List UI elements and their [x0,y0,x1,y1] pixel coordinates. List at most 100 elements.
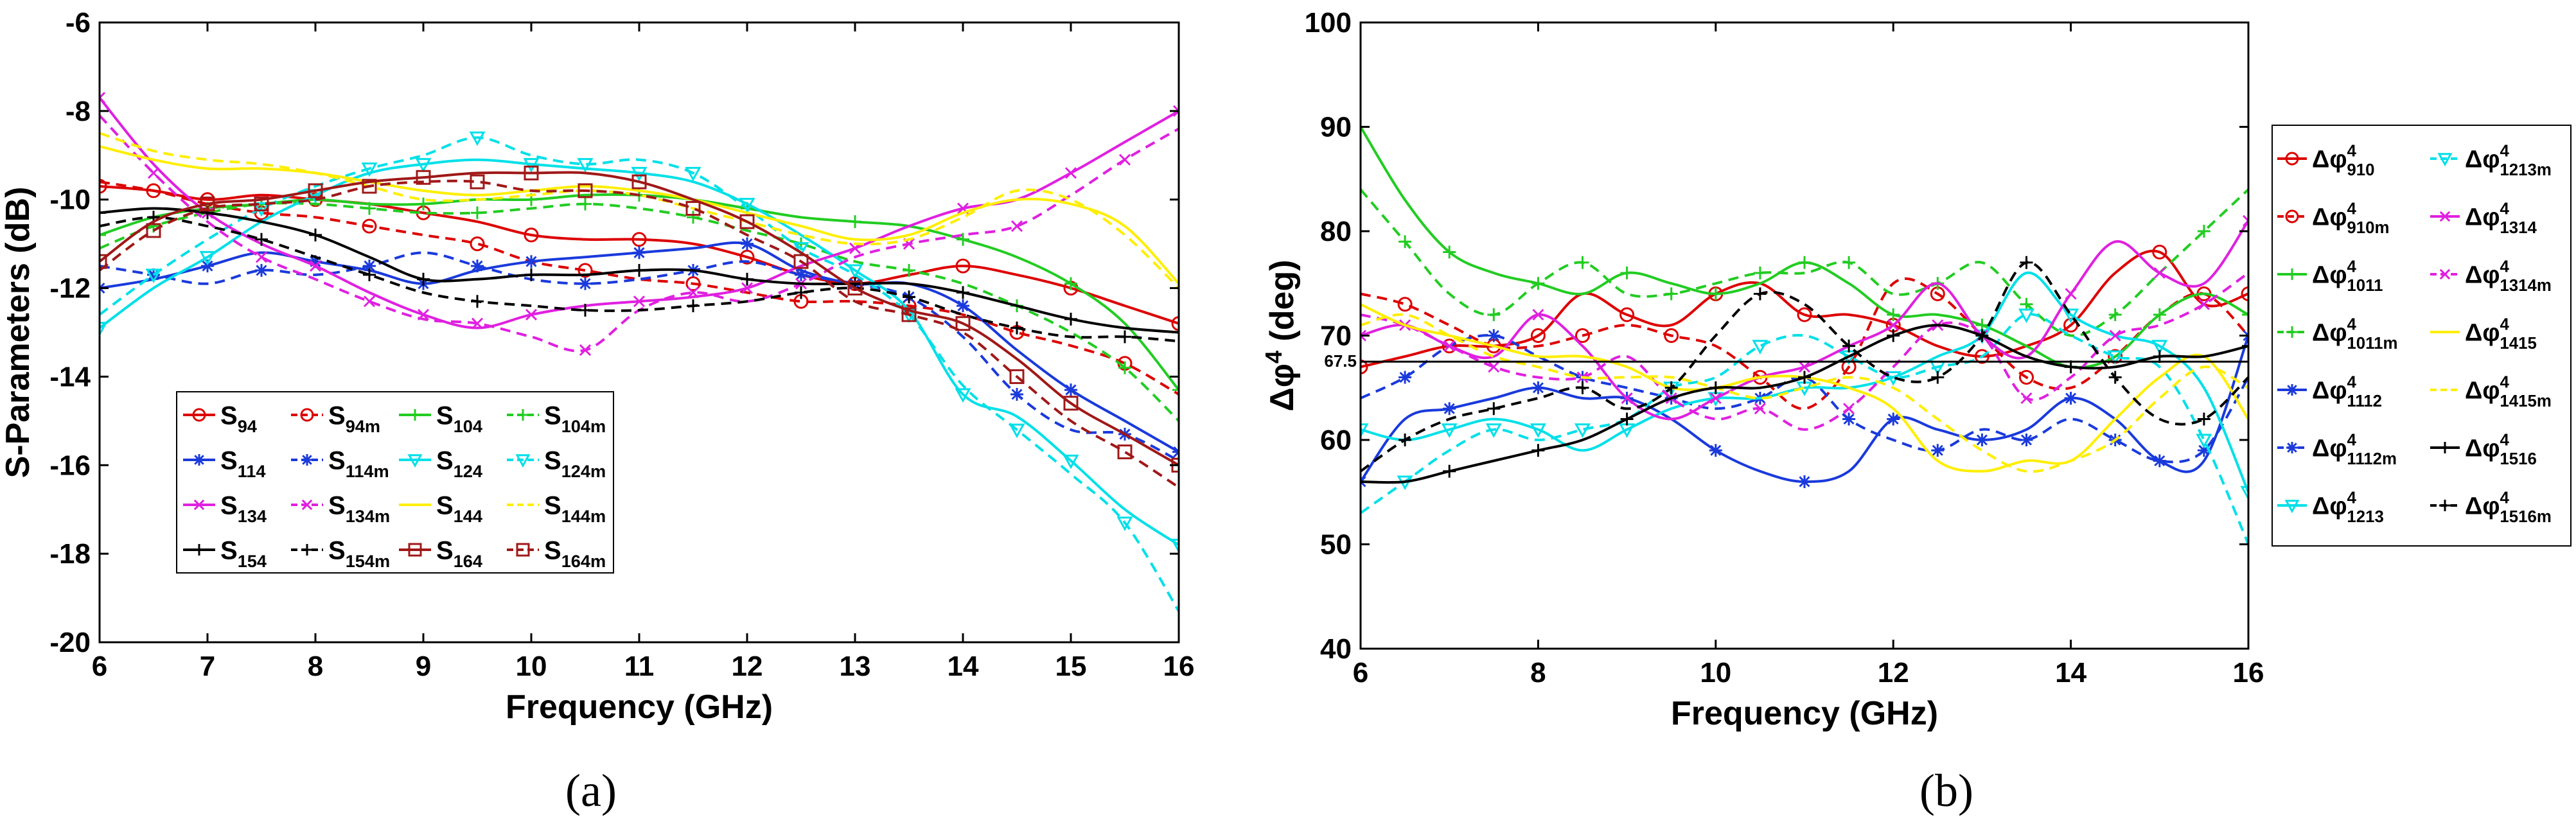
data-point-134 [633,295,646,308]
series-line-114m [100,251,1179,462]
legend-item-144: S144 [399,491,482,526]
legend-label: Δφ4 1314m [2465,258,2552,295]
data-point-134m [471,317,484,329]
data-point-1213 [1441,423,1458,438]
data-point-104m [687,211,700,224]
data-point-104m [1118,361,1131,374]
data-point-114 [1064,383,1077,397]
data-point-114m [363,259,376,273]
data-point-910 [1442,338,1457,354]
legend-label: Δφ4 1112m [2312,432,2397,468]
data-point-134m [255,251,268,263]
panel-b-caption: (b) [1919,765,1973,816]
data-point-1011 [2242,308,2248,321]
x-tick-label: 14 [2055,657,2086,688]
data-point-1011m [1664,287,1678,301]
legend-marker [2286,384,2298,396]
data-point-124m [793,242,809,257]
legend-label: Δφ4 1011 [2312,258,2383,295]
legend-item-1213m: Δφ4 1213m [2430,143,2552,179]
series-line-164 [100,171,1179,467]
x-tick-label: 10 [516,651,547,682]
data-point-1516 [1531,444,1545,457]
data-point-134m [687,286,700,299]
series-line-1314 [1361,220,2248,421]
x-tick-label: 15 [1055,651,1087,682]
series-line-104m [100,202,1179,422]
data-point-910m [1575,328,1590,343]
legend-marker [193,544,205,556]
data-point-124 [199,250,216,266]
legend-label: Δφ4 1213 [2312,489,2384,526]
data-point-154 [525,268,538,281]
legend-item-134: S134 [183,491,267,526]
data-point-910m [2019,370,2034,385]
data-point-1516m [2108,371,2122,384]
data-point-1112m [1487,329,1501,342]
y-tick-label: -14 [49,361,91,392]
legend-label: Δφ4 1516m [2465,489,2552,526]
y-tick-label: 70 [1320,320,1352,352]
data-point-1516 [1620,412,1634,426]
data-point-1011 [1709,287,1722,301]
data-point-910 [1619,307,1635,322]
data-point-154 [309,228,322,241]
data-point-94m [146,183,161,198]
legend-item-1516m: Δφ4 1516m [2430,489,2552,526]
data-point-154 [957,286,969,299]
legend-label: S94m [328,401,380,436]
data-point-1314m [2198,298,2210,310]
data-point-1213 [2151,340,2168,355]
data-point-154 [1172,326,1179,339]
series-line-124m [100,136,1179,612]
data-point-154m [1010,321,1023,335]
data-point-124 [1063,454,1079,469]
legend-marker [2439,211,2451,222]
legend-marker [301,499,313,511]
data-point-164 [955,316,971,331]
data-point-94m [470,236,485,252]
legend-item-1011: Δφ4 1011 [2277,258,2383,295]
legend-item-114: S114 [183,446,266,481]
data-point-124 [415,158,432,173]
data-point-910m [1841,359,1857,374]
legend-label: Δφ4 1112 [2312,374,2382,410]
data-point-1314m [1843,403,1855,415]
legend-label: S94 [220,401,257,436]
x-tick-label: 10 [1700,657,1731,688]
data-point-1213m [1752,340,1769,355]
data-point-154 [417,272,430,286]
data-point-164 [200,197,215,212]
data-point-1011m [1576,256,1589,269]
legend-label: S144m [544,491,606,526]
data-point-154m [795,286,807,299]
data-point-154 [741,272,754,286]
legend-marker [301,454,313,466]
legend-label: S134m [328,491,390,526]
data-point-1112m [1842,412,1856,426]
legend-label: Δφ4 1415m [2465,374,2552,410]
data-point-1516 [1443,464,1456,478]
data-point-1314 [1621,392,1633,405]
legend-label: S134 [220,491,267,526]
legend-marker [301,544,313,556]
data-point-1011 [1887,308,1900,321]
data-point-124 [100,322,108,337]
data-point-164m [362,179,377,194]
data-point-1213 [2063,308,2079,324]
legend-marker [517,409,529,421]
data-point-164 [524,165,539,180]
series-group [1361,120,2248,545]
data-point-114 [741,237,754,250]
legend-label: S154m [328,536,390,571]
y-tick-label: 50 [1320,529,1352,561]
data-point-124 [847,264,863,279]
data-point-910 [1361,359,1368,374]
data-point-154m [471,295,484,308]
data-point-154m [579,304,592,317]
data-point-124m [253,202,270,217]
legend-item-1112: Δφ4 1112 [2277,374,2382,410]
data-point-134m [147,167,160,179]
data-point-1213 [1530,423,1546,438]
